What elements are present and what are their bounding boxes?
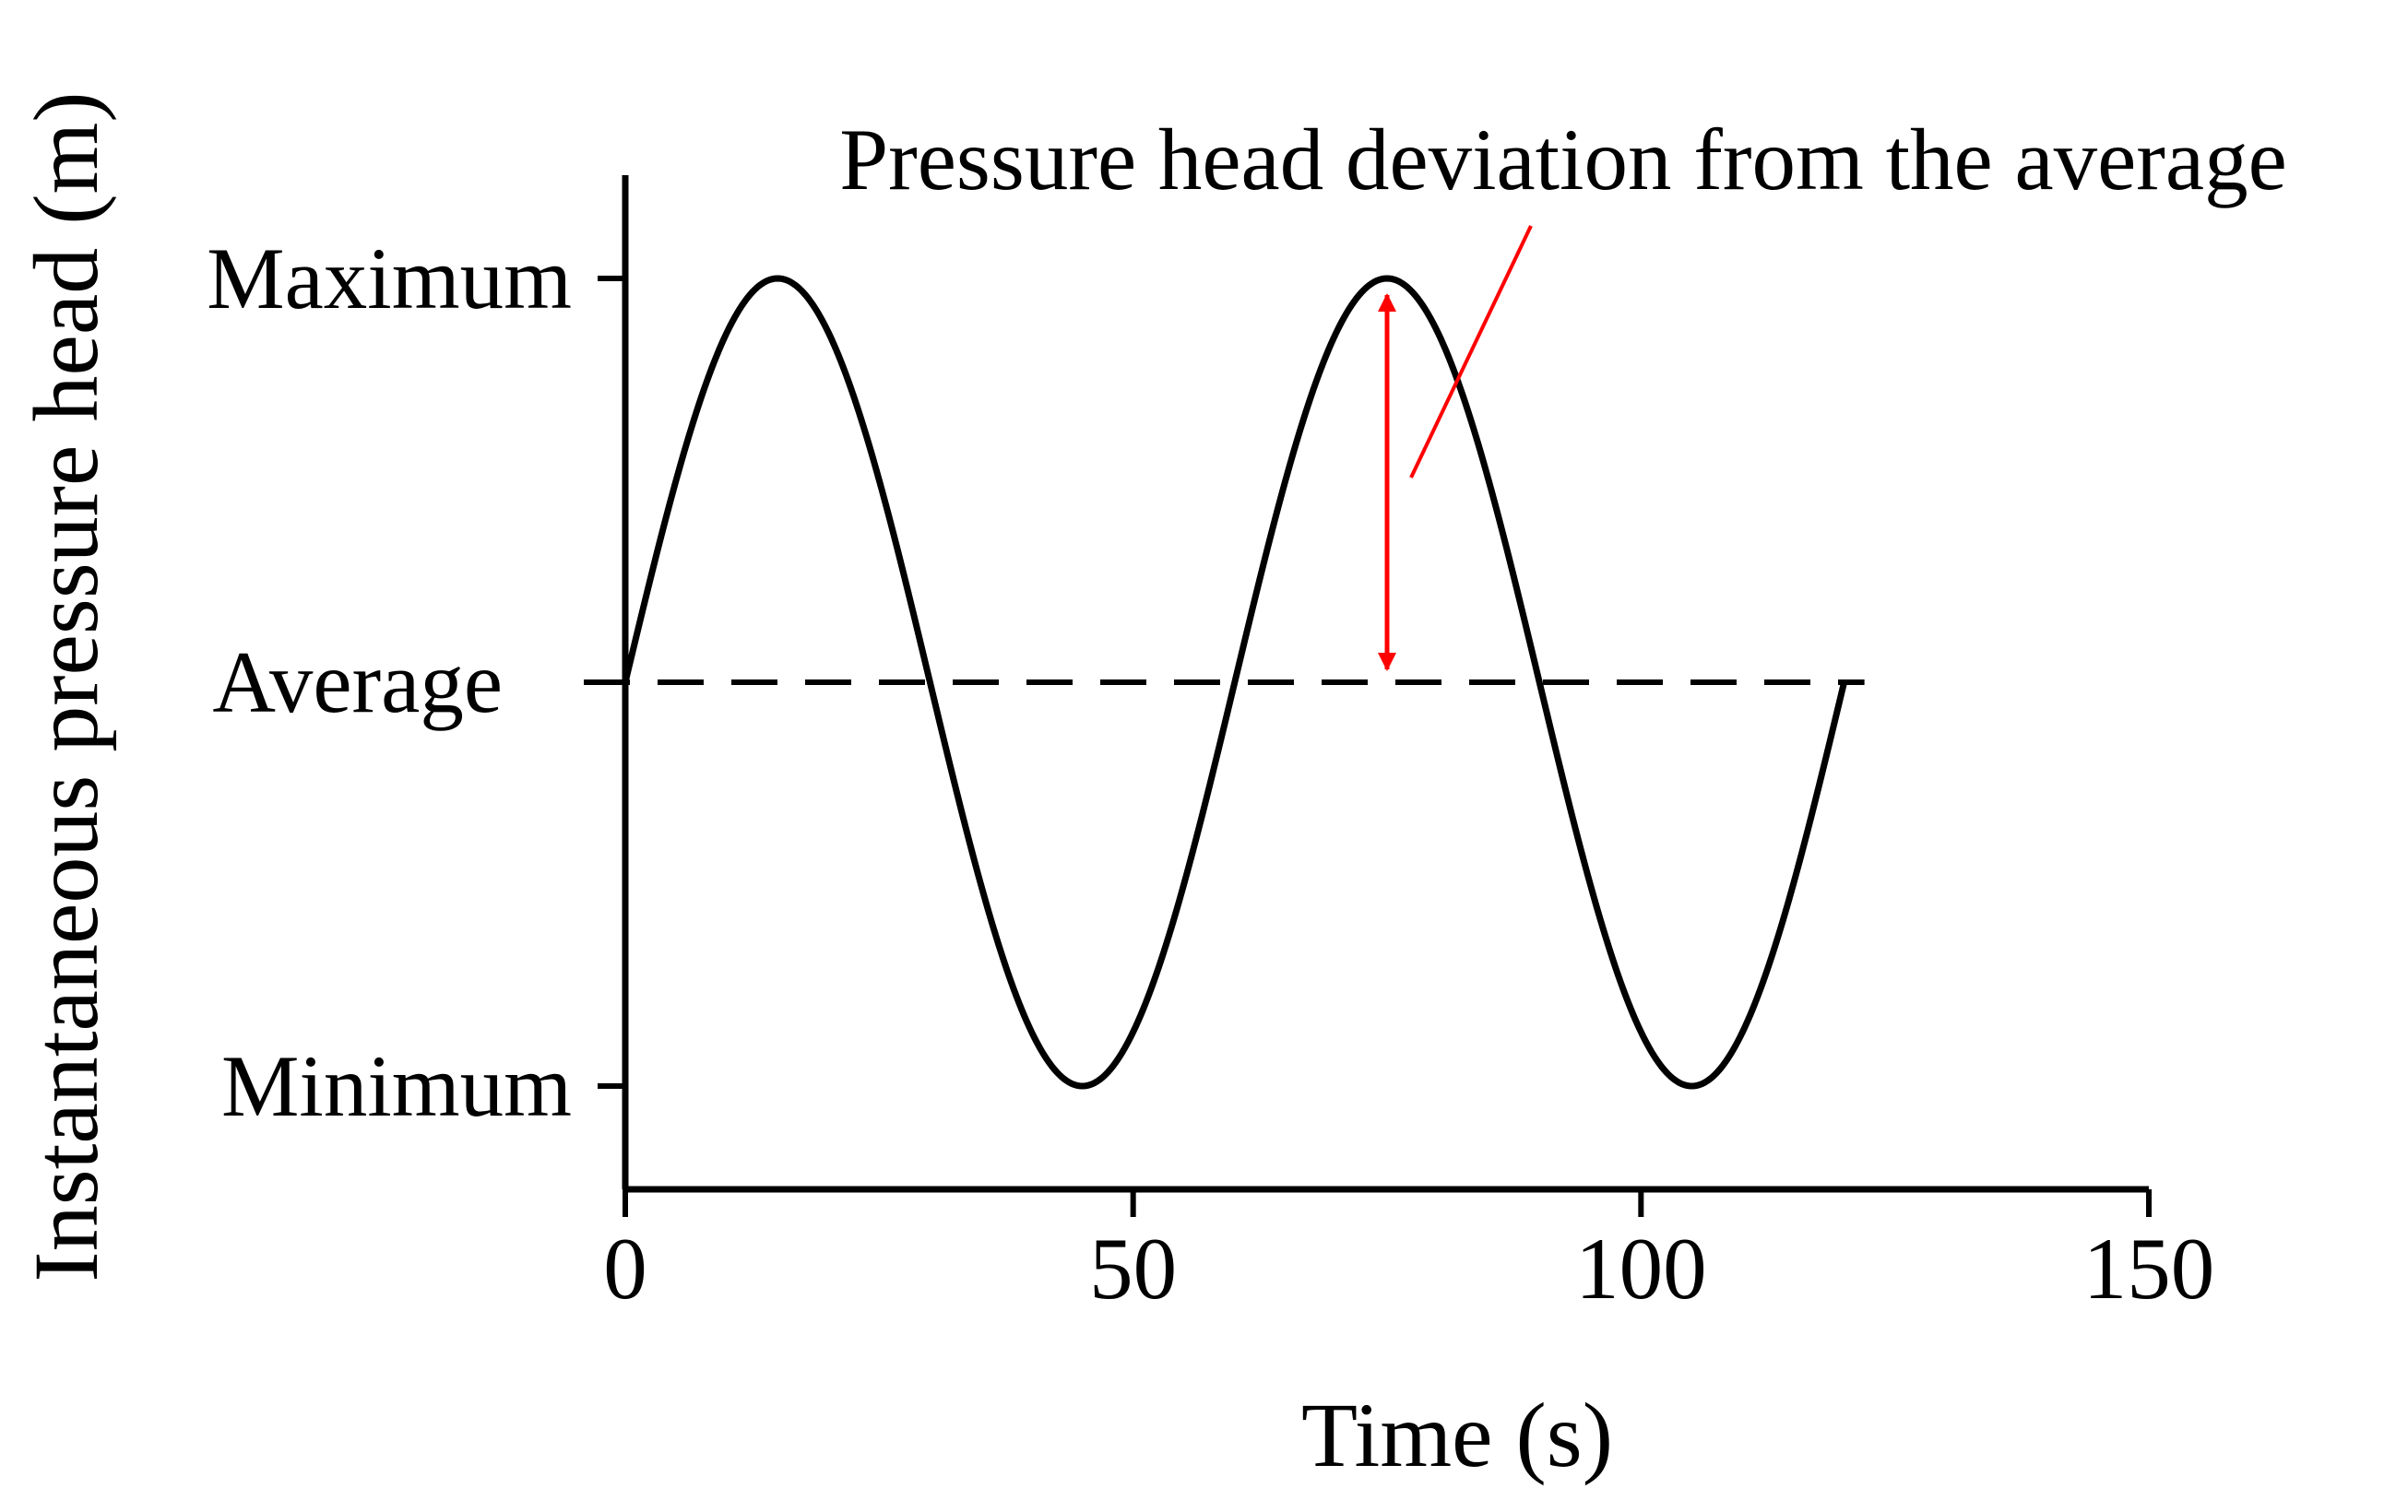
x-tick-label: 0 bbox=[603, 1220, 647, 1317]
y-tick-label-maximum: Maximum bbox=[207, 230, 572, 327]
x-tick-label: 50 bbox=[1089, 1220, 1177, 1317]
series-line-pressure-head bbox=[622, 275, 1848, 1090]
y-axis-title: Instantaneous pressure head (m) bbox=[15, 91, 117, 1282]
y-tick-label-average: Average bbox=[212, 633, 503, 731]
y-tick-label-minimum: Minimum bbox=[221, 1037, 572, 1135]
y-ticks: Maximum Average Minimum bbox=[207, 230, 625, 1135]
annotation-text: Pressure head deviation from the average bbox=[839, 111, 2287, 208]
x-tick-label: 150 bbox=[2083, 1220, 2215, 1317]
x-tick-label: 100 bbox=[1575, 1220, 1707, 1317]
annotation-leader-line bbox=[1409, 225, 1533, 478]
x-axis-title: Time (s) bbox=[1301, 1384, 1613, 1486]
x-ticks: 0 50 100 150 bbox=[603, 1189, 2214, 1317]
